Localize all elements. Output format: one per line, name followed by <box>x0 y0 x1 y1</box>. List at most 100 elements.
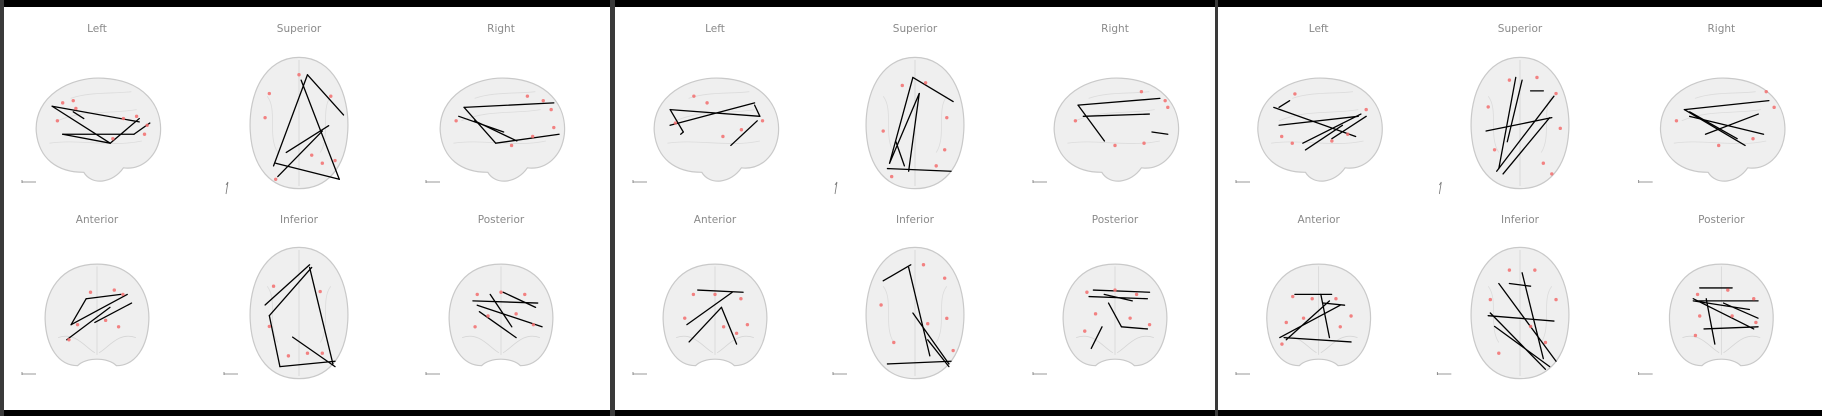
orientation-marker <box>632 180 647 183</box>
node-dot <box>55 119 60 123</box>
connection-edge <box>886 360 952 365</box>
connection-edge <box>1082 113 1150 117</box>
node-dot <box>1535 75 1539 80</box>
connection-edge <box>272 74 309 167</box>
node-dot <box>692 94 696 98</box>
node-dot <box>1280 342 1284 346</box>
node-dot <box>273 177 278 181</box>
connection-edge <box>1151 131 1169 135</box>
orientation-marker <box>425 372 440 375</box>
node-dot <box>318 289 322 294</box>
node-dot <box>1166 105 1170 110</box>
node-dot <box>525 94 530 98</box>
connection-edge <box>489 293 513 328</box>
node-dot <box>721 134 725 139</box>
view-right: Right <box>425 23 566 183</box>
connection-edge <box>1077 104 1106 142</box>
node-dot <box>454 119 458 123</box>
node-dot <box>1486 105 1490 109</box>
node-dot <box>271 284 276 288</box>
connection-edge <box>70 298 87 326</box>
node-dot <box>1334 297 1338 301</box>
brain-outline <box>35 77 162 182</box>
connection-edge <box>1498 282 1557 362</box>
view-left: Left <box>1235 23 1383 183</box>
node-dot <box>549 107 553 112</box>
connection-edge <box>66 306 111 341</box>
node-dot <box>523 292 527 297</box>
brain-outline <box>865 246 965 380</box>
node-dot <box>1751 137 1755 141</box>
node-dot <box>473 325 477 329</box>
brain-outline <box>448 263 554 367</box>
node-dot <box>760 119 765 123</box>
orientation-marker <box>1235 372 1250 375</box>
brain-views-figure: Left Superior Right Anterior Inferior Posteri… <box>632 23 1180 380</box>
brain-panel-2: Left Superior Right Anterior Inferior Posteri… <box>615 0 1215 416</box>
connection-edge <box>686 291 733 326</box>
connection-edge <box>1508 282 1532 287</box>
view-title: Inferior <box>1501 214 1540 226</box>
node-dot <box>1338 325 1342 329</box>
connection-edge <box>1285 300 1331 341</box>
connection-edge <box>1683 108 1746 147</box>
view-title: Right <box>1708 23 1736 35</box>
node-dot <box>286 354 291 358</box>
node-dot <box>310 153 314 157</box>
connection-edge <box>1689 111 1738 140</box>
node-dot <box>1492 148 1497 152</box>
node-dot <box>892 340 896 345</box>
node-dot <box>1698 314 1702 318</box>
connection-edge <box>306 74 345 116</box>
node-dot <box>945 115 949 120</box>
node-dot <box>1764 89 1768 94</box>
view-title: Left <box>705 23 725 35</box>
connection-edge <box>886 167 952 172</box>
node-dot <box>1550 172 1554 176</box>
view-title: Anterior <box>694 214 737 226</box>
node-dot <box>142 132 147 136</box>
brain-outline <box>44 263 150 367</box>
brain-outline <box>439 77 566 182</box>
connection-edge <box>680 131 684 135</box>
view-superior: Superior <box>834 23 965 195</box>
node-dot <box>923 81 928 85</box>
connection-edge <box>458 115 505 133</box>
node-dot <box>1142 141 1146 145</box>
view-superior: Superior <box>1438 23 1570 195</box>
view-inferior: Inferior <box>832 214 965 380</box>
view-anterior: Anterior <box>632 214 768 375</box>
node-dot <box>1730 314 1734 318</box>
view-title: Posterior <box>478 214 525 226</box>
node-dot <box>267 324 272 329</box>
node-dot <box>921 263 926 267</box>
brain-outline <box>1668 263 1774 367</box>
connection-edge <box>72 111 85 120</box>
connection-edge <box>495 133 560 144</box>
node-dot <box>75 322 80 327</box>
node-dot <box>691 292 696 297</box>
connection-edge <box>1498 76 1517 170</box>
connection-edge <box>1278 99 1291 109</box>
view-title: Posterior <box>1698 214 1745 226</box>
view-title: Right <box>1101 23 1129 35</box>
node-dot <box>263 115 267 120</box>
orientation-marker <box>1032 372 1047 375</box>
node-dot <box>1147 322 1152 327</box>
node-dot <box>739 297 743 301</box>
view-title: Superior <box>277 23 322 35</box>
connection-edge <box>927 339 950 368</box>
orientation-marker <box>1436 372 1452 375</box>
connection-edge <box>476 304 543 328</box>
connection-edge <box>1705 298 1716 345</box>
orientation-marker <box>21 180 36 183</box>
orientation-marker <box>1235 180 1250 183</box>
view-left: Left <box>632 23 780 183</box>
node-dot <box>1558 126 1562 131</box>
orientation-marker <box>21 372 36 375</box>
node-dot <box>1093 312 1098 316</box>
node-dot <box>74 106 78 111</box>
node-dot <box>1488 297 1493 302</box>
panel-bottom-bar <box>615 410 1215 416</box>
connection-edge <box>1496 95 1555 172</box>
